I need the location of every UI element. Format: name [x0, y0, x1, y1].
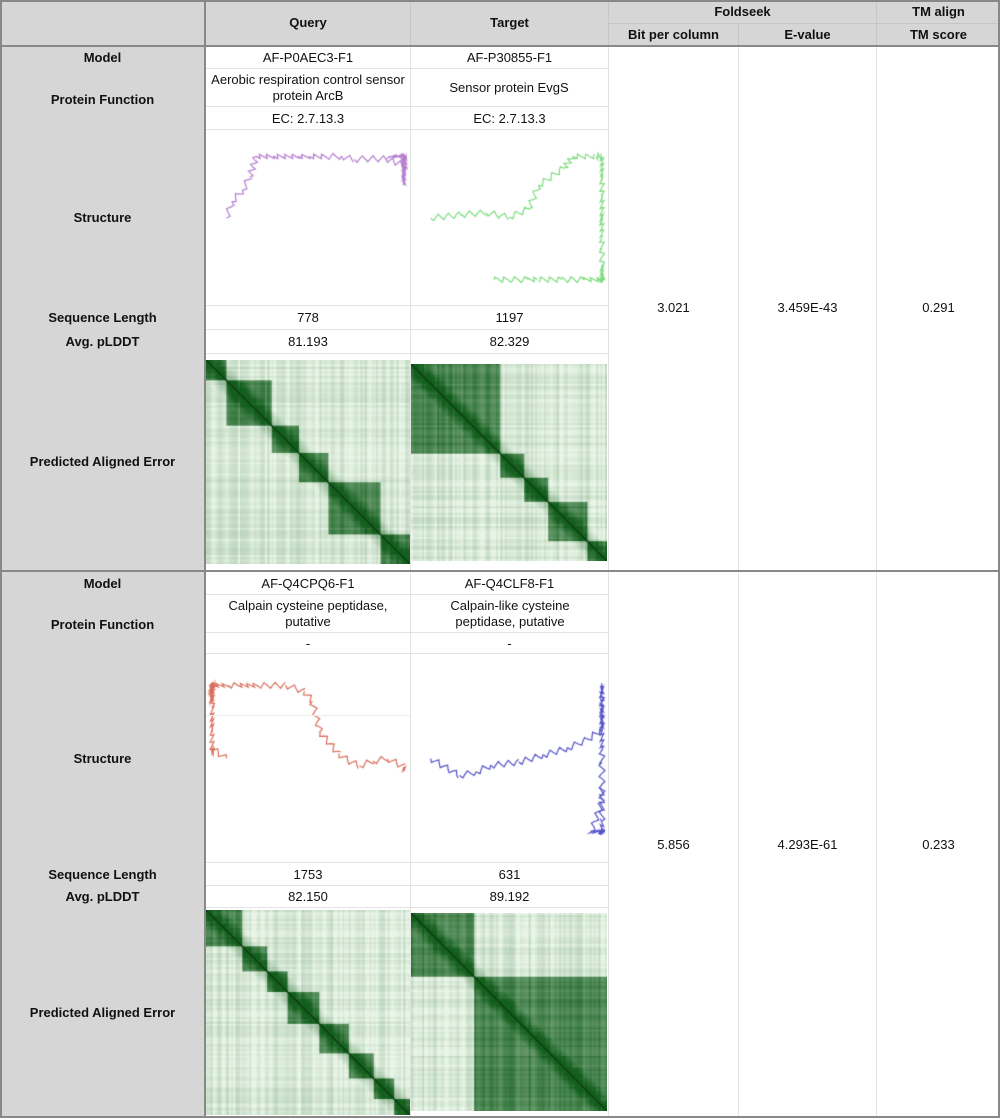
query-structure-image — [206, 130, 410, 306]
query-ec-number: EC: 2.7.13.3 — [271, 110, 345, 126]
e-value-value: 4.293E-61 — [777, 837, 838, 852]
row-labels-pair-1 — [0, 46, 205, 570]
label-structure: Structure — [73, 750, 132, 766]
label-structure: Structure — [73, 210, 132, 225]
e-value-value: 3.459E-43 — [777, 300, 838, 315]
label-pae: Predicted Aligned Error — [29, 1005, 176, 1020]
target-model-id: AF-Q4CLF8-F1 — [464, 575, 555, 591]
query-ec-number: - — [305, 635, 311, 651]
header-target: Target — [490, 14, 529, 30]
table-header — [0, 0, 1000, 45]
header-foldseek: Foldseek — [714, 4, 771, 19]
header-e-value: E-value — [784, 27, 831, 42]
header-tm-score: TM score — [909, 27, 968, 42]
bit-per-column-value: 3.021 — [657, 300, 690, 315]
label-sequence-length: Sequence Length — [48, 866, 157, 882]
query-sequence-length: 1753 — [293, 866, 323, 882]
label-protein-function: Protein Function — [50, 616, 155, 632]
label-protein-function: Protein Function — [50, 91, 155, 107]
query-protein-function: Aerobic respiration control sensor prote… — [211, 72, 405, 103]
target-model-id: AF-P30855-F1 — [466, 49, 553, 65]
target-ec-number: EC: 2.7.13.3 — [473, 110, 546, 126]
target-structure-image — [411, 130, 608, 306]
query-model-id: AF-P0AEC3-F1 — [262, 49, 354, 65]
tm-score-value: 0.291 — [922, 300, 955, 315]
header-query: Query — [289, 14, 327, 30]
target-avg-plddt: 82.329 — [489, 334, 530, 349]
query-sequence-length: 778 — [297, 310, 319, 325]
target-pae-heatmap — [411, 364, 607, 561]
query-protein-function: Calpain cysteine peptidase, putative — [228, 598, 388, 629]
row-labels-pair-2 — [0, 572, 205, 1118]
target-ec-number: - — [507, 635, 512, 651]
header-bit-per-column: Bit per column — [627, 27, 719, 42]
target-sequence-length: 631 — [498, 866, 521, 882]
label-avg-plddt: Avg. pLDDT — [65, 334, 140, 349]
query-avg-plddt: 82.150 — [288, 889, 328, 904]
target-structure-image — [411, 654, 608, 863]
query-structure-image — [206, 654, 410, 863]
bit-per-column-value: 5.856 — [657, 837, 690, 852]
label-pae: Predicted Aligned Error — [29, 454, 176, 469]
target-avg-plddt: 89.192 — [489, 889, 530, 904]
query-pae-heatmap — [206, 360, 410, 564]
target-sequence-length: 1197 — [495, 310, 524, 325]
query-avg-plddt: 81.193 — [288, 334, 328, 349]
target-pae-heatmap — [411, 913, 607, 1111]
label-avg-plddt: Avg. pLDDT — [65, 889, 140, 904]
label-model: Model — [83, 49, 122, 65]
label-sequence-length: Sequence Length — [48, 310, 157, 325]
header-tm-align: TM align — [912, 4, 965, 19]
tm-score-value: 0.233 — [922, 837, 955, 852]
label-model: Model — [83, 575, 122, 591]
target-protein-function: Sensor protein EvgS — [449, 80, 569, 95]
query-pae-heatmap — [206, 910, 410, 1115]
query-model-id: AF-Q4CPQ6-F1 — [261, 575, 355, 591]
target-protein-function: Calpain-like cysteine peptidase, putativ… — [450, 598, 570, 629]
